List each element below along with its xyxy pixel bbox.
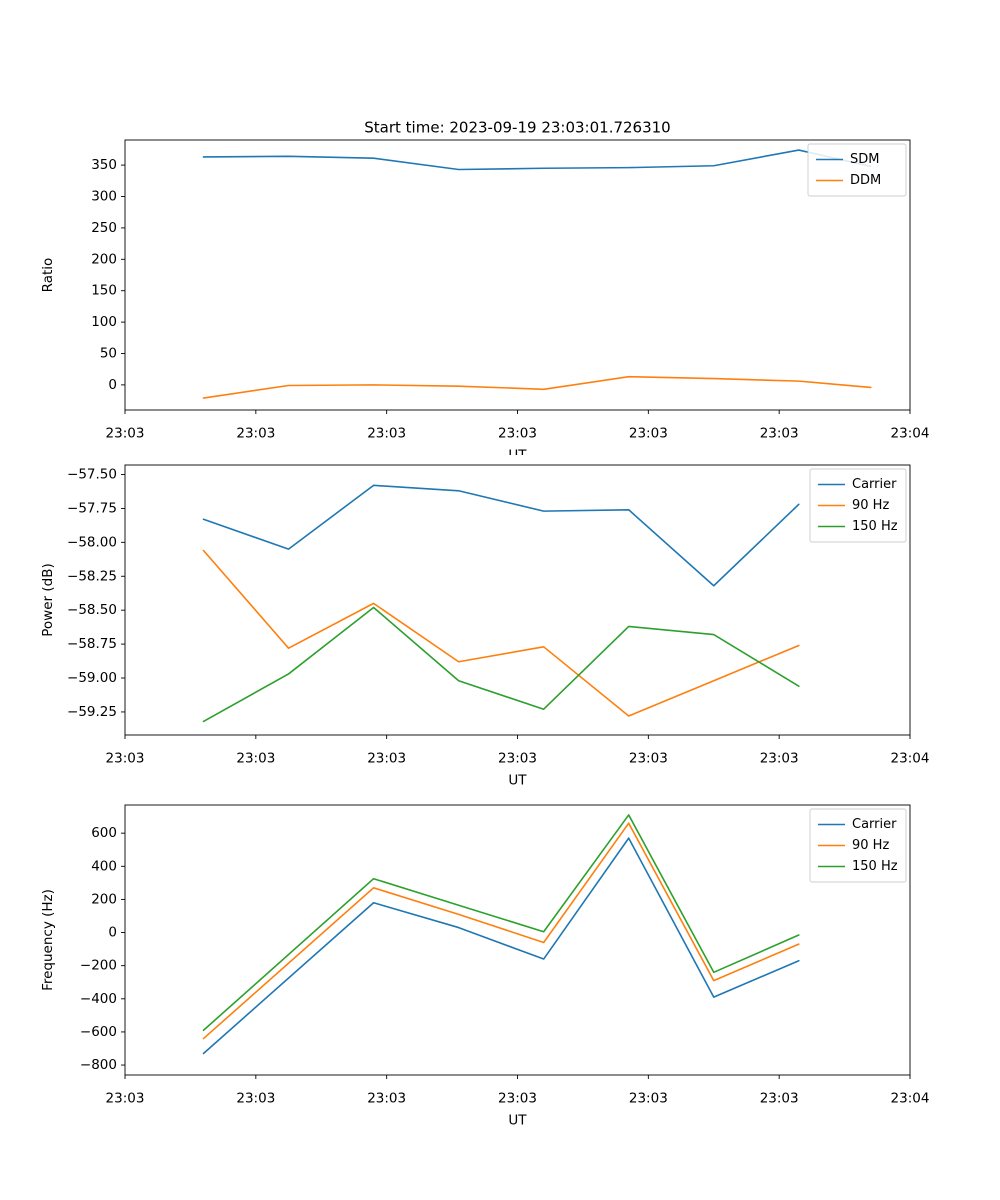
y-tick-label: 0: [108, 377, 117, 393]
x-tick-label: 23:03: [498, 751, 537, 767]
y-tick-label: −59.25: [67, 704, 117, 720]
legend-label-90-hz[interactable]: 90 Hz: [852, 498, 889, 513]
y-tick-label: −59.00: [67, 670, 117, 686]
y-tick-label: 250: [91, 220, 117, 236]
y-tick-label: 200: [91, 251, 117, 267]
panel-power: −59.25 −59.00 −58.75 −58.50 −58.25 −58.00 −57.…: [0, 450, 1000, 790]
series-line-90-hz: [202, 549, 800, 717]
axes-frame: [124, 139, 911, 411]
y-tick-label: −600: [80, 1024, 117, 1040]
x-tick-label: 23:03: [367, 751, 406, 767]
x-tick-label: 23:03: [106, 1091, 145, 1107]
y-tick-label: −57.50: [67, 466, 117, 482]
y-tick-label: 600: [91, 825, 117, 841]
y-tick-label: −800: [80, 1057, 117, 1073]
x-tick-label: 23:03: [236, 751, 275, 767]
chart-title: Start time: 2023-09-19 23:03:01.726310: [364, 119, 670, 137]
y-tick-label: −200: [80, 958, 117, 974]
y-tick-label: 400: [91, 858, 117, 874]
axes-frame: [124, 804, 911, 1076]
x-tick-label: 23:03: [629, 751, 668, 767]
legend-label-sdm[interactable]: SDM: [850, 152, 879, 167]
y-tick-label: −57.75: [67, 500, 117, 516]
x-tick-label: 23:03: [106, 751, 145, 767]
series-line-150-hz: [202, 606, 800, 723]
x-tick-label: 23:03: [236, 426, 275, 442]
legend-label-carrier[interactable]: Carrier: [852, 477, 897, 492]
series-line-sdm: [202, 149, 872, 171]
y-tick-label: 200: [91, 891, 117, 907]
series-line-90-hz: [202, 822, 800, 1040]
x-tick-label: 23:03: [236, 1091, 275, 1107]
x-tick-label: 23:03: [367, 1091, 406, 1107]
x-tick-label: 23:03: [760, 426, 799, 442]
y-tick-label: 300: [91, 189, 117, 205]
x-tick-label: 23:03: [760, 1091, 799, 1107]
panel-frequency: −800 −600 −400 −200 0 200 400 600 23:03 23:03 23:0…: [0, 790, 1000, 1130]
series-line-carrier: [202, 484, 800, 587]
y-tick-label: 150: [91, 283, 117, 299]
y-tick-label: 0: [108, 925, 117, 941]
x-tick-label: 23:03: [629, 1091, 668, 1107]
y-tick-label: 350: [91, 157, 117, 173]
y-tick-label: 100: [91, 314, 117, 330]
panel-ratio: Start time: 2023-09-19 23:03:01.726310 0 5…: [0, 110, 1000, 456]
legend-box: [809, 808, 907, 883]
y-axis-label: Power (dB): [40, 563, 56, 636]
y-axis-label: Ratio: [40, 258, 56, 293]
panel-ratio-canvas: Start time: 2023-09-19 23:03:01.726310 0 5…: [40, 119, 930, 456]
series-line-ddm: [202, 375, 872, 399]
y-axis-label: Frequency (Hz): [40, 889, 56, 991]
y-tick-label: −400: [80, 991, 117, 1007]
series-line-carrier: [202, 837, 800, 1055]
legend-label-ddm[interactable]: DDM: [850, 173, 881, 188]
legend-label-90-hz[interactable]: 90 Hz: [852, 838, 889, 853]
y-tick-label: −58.25: [67, 568, 117, 584]
legend-label-150-hz[interactable]: 150 Hz: [852, 519, 898, 534]
legend-box: [809, 468, 907, 543]
x-axis-label: UT: [508, 773, 527, 789]
legend-label-carrier[interactable]: Carrier: [852, 817, 897, 832]
x-tick-label: 23:04: [891, 426, 930, 442]
x-tick-label: 23:04: [891, 1091, 930, 1107]
x-tick-label: 23:03: [106, 426, 145, 442]
x-tick-label: 23:03: [367, 426, 406, 442]
panel-power-canvas: −59.25 −59.00 −58.75 −58.50 −58.25 −58.00 −57.…: [40, 464, 930, 789]
legend-box: [807, 143, 907, 197]
y-tick-label: −58.75: [67, 636, 117, 652]
series-line-150-hz: [202, 814, 800, 1032]
x-tick-label: 23:03: [629, 426, 668, 442]
x-tick-label: 23:03: [498, 426, 537, 442]
x-axis-label: UT: [508, 1113, 527, 1129]
x-tick-label: 23:04: [891, 751, 930, 767]
x-tick-label: 23:03: [498, 1091, 537, 1107]
legend-label-150-hz[interactable]: 150 Hz: [852, 859, 898, 874]
x-tick-label: 23:03: [760, 751, 799, 767]
y-tick-label: −58.00: [67, 534, 117, 550]
panel-frequency-canvas: −800 −600 −400 −200 0 200 400 600 23:03 23:03 23:0…: [40, 804, 930, 1129]
y-tick-label: 50: [100, 345, 117, 361]
y-tick-label: −58.50: [67, 602, 117, 618]
x-axis-label: UT: [508, 448, 527, 455]
